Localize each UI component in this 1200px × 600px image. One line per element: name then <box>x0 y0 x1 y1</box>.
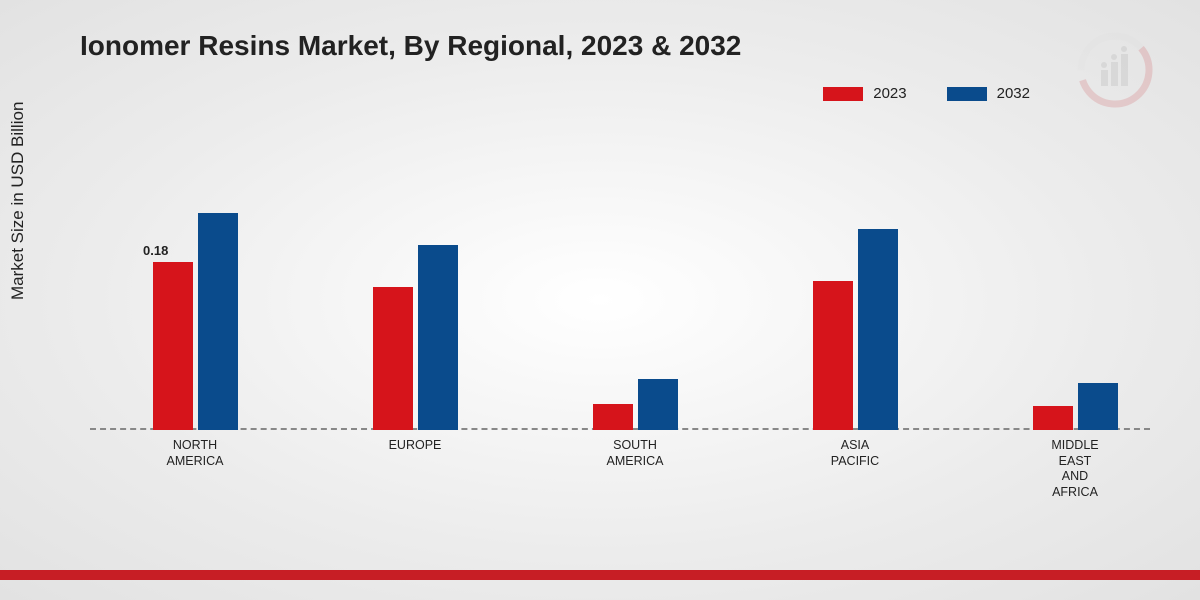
bar-2032 <box>1078 383 1118 430</box>
bar-2023 <box>153 262 193 430</box>
plot-area: 0.18 <box>90 150 1150 430</box>
watermark-logo-icon <box>1075 30 1155 115</box>
category-label: EUROPE <box>355 438 475 454</box>
bar-2023 <box>813 281 853 430</box>
legend-swatch-2032 <box>947 87 987 101</box>
footer-bar <box>0 570 1200 580</box>
legend-label-2032: 2032 <box>997 85 1030 102</box>
bar-2032 <box>198 213 238 430</box>
bar-2032 <box>638 379 678 430</box>
bar-group <box>365 245 465 430</box>
bar-2023 <box>1033 406 1073 430</box>
category-label: SOUTH AMERICA <box>575 438 695 469</box>
category-label: NORTH AMERICA <box>135 438 255 469</box>
legend-swatch-2023 <box>823 87 863 101</box>
bar-2023 <box>373 287 413 430</box>
y-axis-label: Market Size in USD Billion <box>8 102 28 300</box>
bar-value-label: 0.18 <box>143 243 168 258</box>
bar-group <box>585 379 685 430</box>
chart-title: Ionomer Resins Market, By Regional, 2023… <box>80 30 741 62</box>
bar-2032 <box>858 229 898 430</box>
bar-group: 0.18 <box>145 213 245 430</box>
legend: 2023 2032 <box>823 85 1030 102</box>
legend-item-2023: 2023 <box>823 85 906 102</box>
bar-group <box>805 229 905 430</box>
bar-group <box>1025 383 1125 430</box>
bar-2023 <box>593 404 633 430</box>
legend-label-2023: 2023 <box>873 85 906 102</box>
category-label: MIDDLE EAST AND AFRICA <box>1015 438 1135 501</box>
category-label: ASIA PACIFIC <box>795 438 915 469</box>
legend-item-2032: 2032 <box>947 85 1030 102</box>
bar-2032 <box>418 245 458 430</box>
